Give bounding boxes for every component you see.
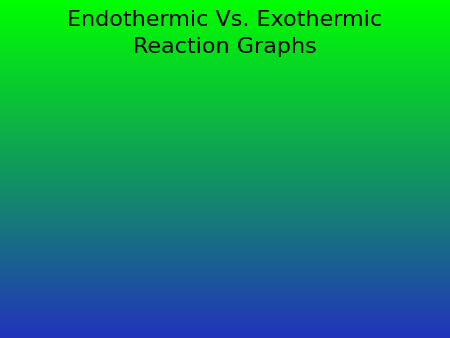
Text: Endothermic Vs. Exothermic
Reaction Graphs: Endothermic Vs. Exothermic Reaction Grap… (68, 10, 382, 56)
